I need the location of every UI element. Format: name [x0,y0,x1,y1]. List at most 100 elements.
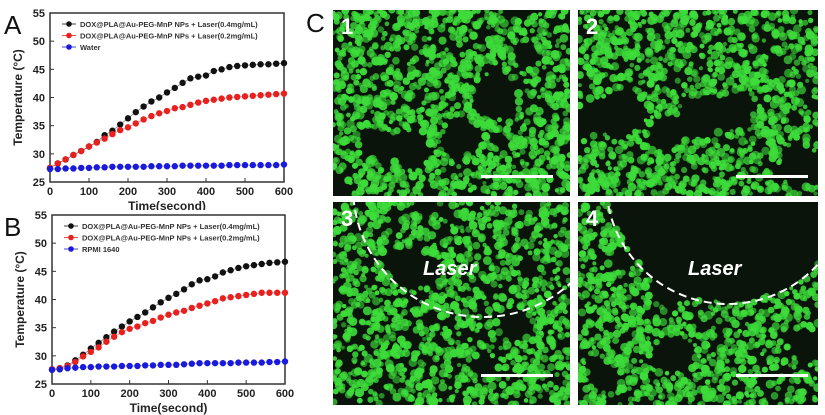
cell [608,295,617,303]
cell [339,21,345,27]
cell [747,309,755,317]
cell [581,50,586,55]
cell [606,281,612,288]
cell [547,363,556,372]
cell [708,67,713,73]
cell [710,311,716,316]
cell [392,289,399,296]
cell [444,351,453,360]
cell [519,38,525,44]
cell [333,398,338,405]
cell [579,10,585,15]
cell [333,30,336,35]
cell [579,340,589,349]
data-point [195,73,202,80]
cell [499,259,506,266]
cell [430,376,440,385]
cell [423,48,433,58]
cell [381,30,388,37]
cell [374,307,383,316]
data-point [195,99,202,106]
cell [451,74,460,84]
cell [428,294,434,300]
cell [467,250,473,257]
cell [479,205,485,211]
data-point [179,103,186,111]
cell [434,175,442,183]
cell [421,72,429,81]
cell [367,221,374,228]
cell [753,10,760,17]
cell [513,363,521,371]
cell [426,78,435,88]
cell [340,66,348,74]
cell [352,351,359,358]
cell [598,141,608,151]
data-point [202,162,210,169]
data-point [204,359,211,367]
cell [543,254,551,262]
cell [468,182,473,188]
cell [418,192,424,196]
cell [471,351,480,360]
cell [748,355,757,365]
data-point [126,362,133,370]
cell [541,183,551,193]
cell [382,334,391,342]
cell [488,58,495,65]
cell [707,304,714,310]
data-point [48,366,56,374]
cell [699,43,705,49]
cell [802,137,811,145]
cell [761,309,771,318]
cell [359,67,368,76]
cell [340,345,345,350]
x-tick-label: 500 [237,388,255,400]
cell [537,12,543,17]
y-tick-label: 35 [33,121,45,133]
cell [682,311,690,319]
cell [377,26,385,33]
cell [602,344,611,352]
cell [399,86,405,91]
cell [813,376,818,381]
cell [638,338,648,348]
cell [761,53,767,59]
data-point [274,289,281,296]
cell [710,51,720,60]
cell [783,179,788,184]
data-point [62,156,69,163]
cell [706,353,712,359]
cell [753,123,761,131]
cell [458,266,465,273]
cell [720,367,726,373]
cell [451,393,456,398]
data-point [118,328,126,336]
data-point [134,362,141,370]
cell [523,398,529,403]
cell [605,222,613,230]
cell [345,87,353,95]
cell [693,75,701,83]
cell [465,350,470,355]
cell [559,34,569,43]
cell [539,118,547,126]
cell [455,29,464,38]
cell [552,300,557,306]
cell [488,388,494,394]
data-point [124,163,132,170]
cell [751,150,760,160]
cell [780,96,787,103]
cell [510,16,520,26]
y-tick-label: 40 [35,295,47,307]
cell [812,111,818,120]
cell [561,202,569,210]
data-point [165,361,172,369]
cell [627,173,635,180]
cell [359,319,366,326]
cell [578,308,587,317]
cell [763,167,770,175]
cell [653,338,660,346]
cell [722,400,731,405]
cell [394,24,401,31]
